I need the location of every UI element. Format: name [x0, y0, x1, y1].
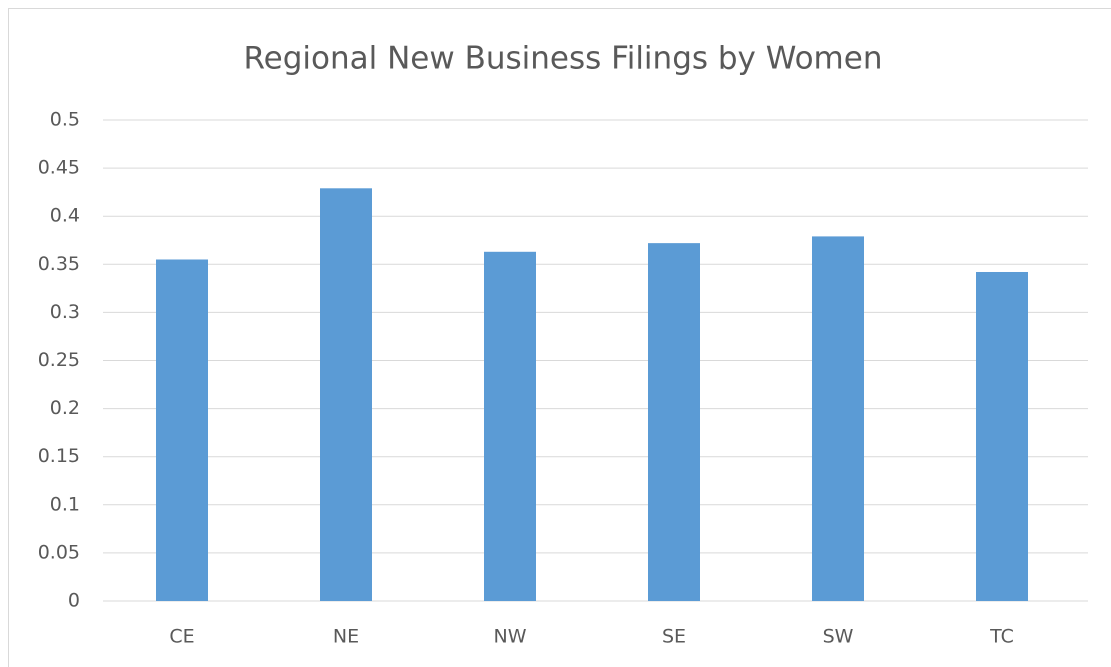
bar: [484, 251, 536, 601]
y-tick-label: 0.2: [50, 397, 80, 419]
y-tick-label: 0: [68, 590, 80, 612]
x-tick-label: TC: [989, 626, 1014, 648]
x-tick-label: NE: [333, 626, 359, 648]
bar: [976, 271, 1028, 601]
x-tick-label: SW: [823, 626, 854, 648]
bar: [812, 236, 864, 602]
bar: [320, 188, 372, 601]
y-tick-label: 0.5: [50, 109, 80, 131]
y-tick-label: 0.45: [38, 157, 80, 179]
x-tick-label: NW: [494, 626, 527, 648]
y-tick-label: 0.25: [38, 349, 80, 371]
bar: [648, 243, 700, 602]
y-tick-label: 0.1: [50, 493, 80, 515]
y-tick-label: 0.3: [50, 301, 80, 323]
bar: [156, 259, 208, 601]
y-tick-label: 0.4: [50, 205, 80, 227]
y-tick-label: 0.05: [38, 541, 80, 563]
y-tick-label: 0.35: [38, 253, 80, 275]
y-tick-label: 0.15: [38, 445, 80, 467]
x-tick-label: CE: [169, 626, 194, 648]
chart-title: Regional New Business Filings by Women: [244, 41, 883, 77]
x-tick-label: SE: [662, 626, 686, 648]
